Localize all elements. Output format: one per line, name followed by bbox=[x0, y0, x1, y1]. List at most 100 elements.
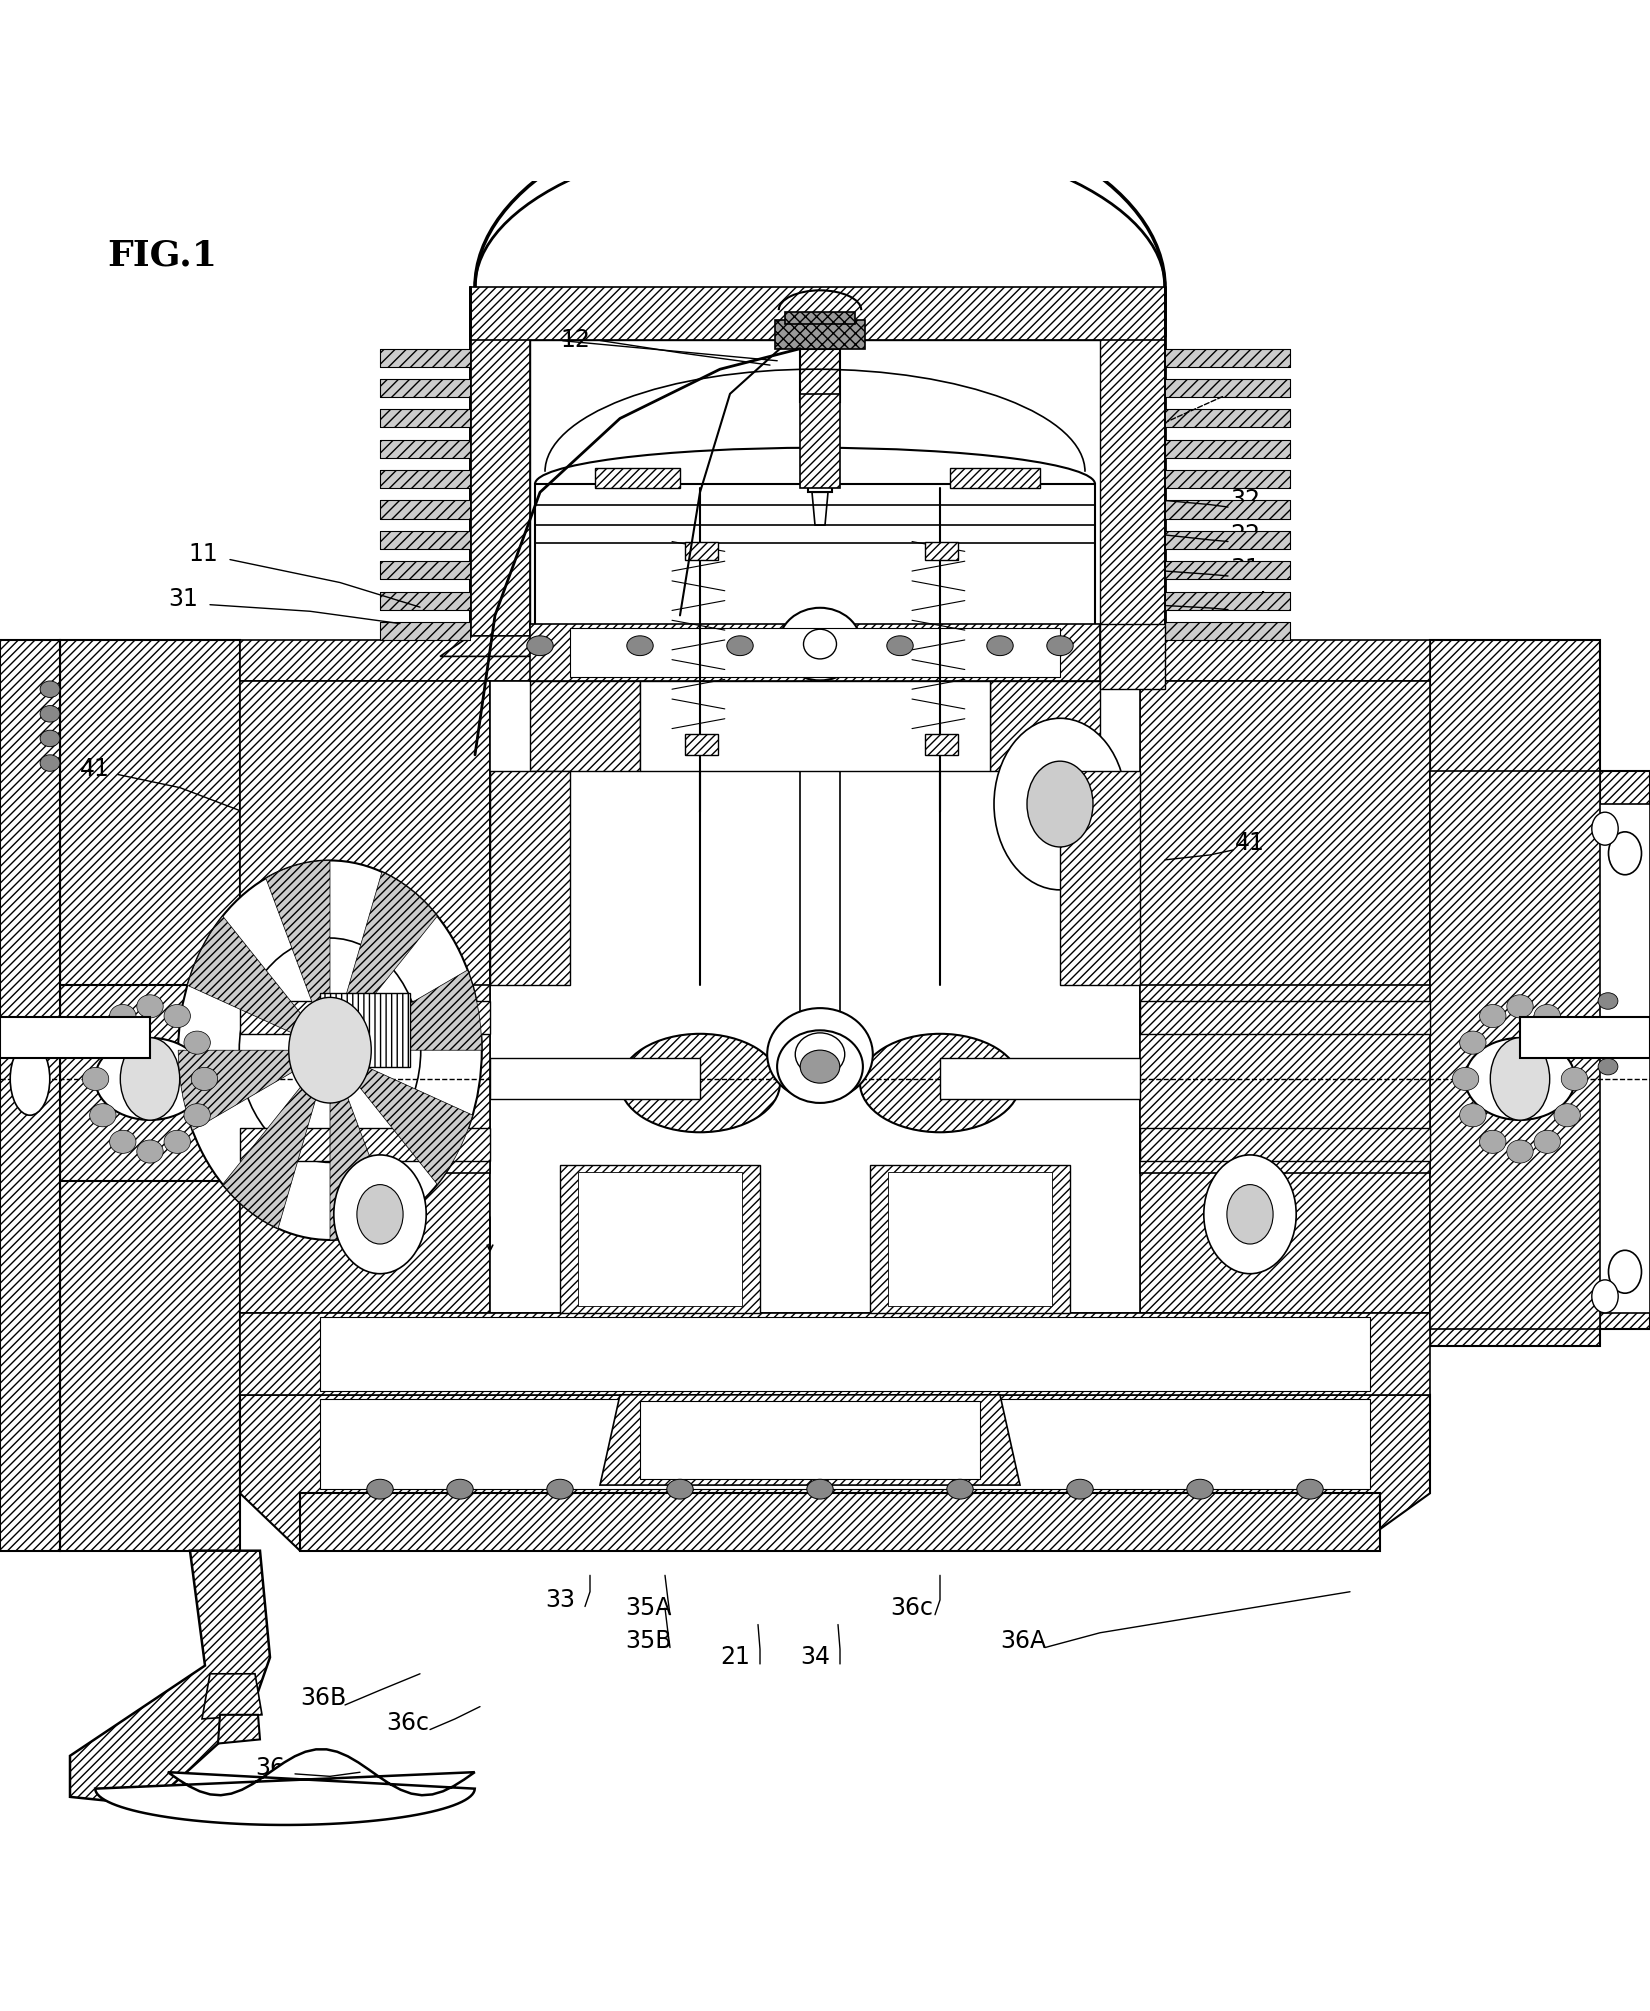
Ellipse shape bbox=[109, 1130, 135, 1154]
Ellipse shape bbox=[807, 1480, 833, 1498]
Polygon shape bbox=[380, 348, 470, 366]
Ellipse shape bbox=[1534, 1130, 1561, 1154]
Polygon shape bbox=[685, 541, 718, 559]
Polygon shape bbox=[640, 682, 990, 772]
Ellipse shape bbox=[1228, 1184, 1274, 1245]
Polygon shape bbox=[330, 1050, 472, 1184]
Polygon shape bbox=[239, 1396, 1431, 1550]
Polygon shape bbox=[530, 340, 1101, 648]
Polygon shape bbox=[601, 1396, 1020, 1484]
Polygon shape bbox=[1165, 410, 1290, 428]
Polygon shape bbox=[1581, 804, 1650, 1313]
Ellipse shape bbox=[82, 1068, 109, 1090]
Polygon shape bbox=[640, 1402, 980, 1478]
Polygon shape bbox=[785, 312, 855, 324]
Ellipse shape bbox=[356, 1184, 403, 1245]
Polygon shape bbox=[490, 1058, 700, 1100]
Ellipse shape bbox=[178, 861, 482, 1241]
Polygon shape bbox=[800, 394, 840, 489]
Polygon shape bbox=[380, 410, 470, 428]
Ellipse shape bbox=[96, 1038, 205, 1120]
Ellipse shape bbox=[1068, 1480, 1094, 1498]
Ellipse shape bbox=[526, 635, 553, 656]
Ellipse shape bbox=[1452, 1068, 1478, 1090]
Polygon shape bbox=[888, 1172, 1053, 1307]
Polygon shape bbox=[490, 682, 1140, 1313]
Polygon shape bbox=[926, 734, 959, 754]
Ellipse shape bbox=[987, 635, 1013, 656]
Ellipse shape bbox=[40, 730, 59, 746]
Text: 22: 22 bbox=[1229, 523, 1261, 547]
Ellipse shape bbox=[89, 1104, 116, 1126]
Polygon shape bbox=[685, 734, 718, 754]
Polygon shape bbox=[870, 1164, 1069, 1313]
Polygon shape bbox=[800, 639, 840, 1050]
Polygon shape bbox=[239, 682, 490, 1313]
Ellipse shape bbox=[779, 607, 861, 680]
Ellipse shape bbox=[620, 1034, 780, 1132]
Ellipse shape bbox=[1506, 995, 1533, 1018]
Text: 36c: 36c bbox=[386, 1711, 429, 1735]
Polygon shape bbox=[1165, 471, 1290, 489]
Polygon shape bbox=[1165, 591, 1290, 609]
Polygon shape bbox=[1165, 501, 1290, 519]
Ellipse shape bbox=[40, 682, 59, 698]
Polygon shape bbox=[218, 1715, 261, 1744]
Text: 32: 32 bbox=[1229, 489, 1261, 513]
Polygon shape bbox=[1431, 772, 1600, 1329]
Polygon shape bbox=[266, 861, 330, 1050]
Polygon shape bbox=[0, 639, 59, 1550]
Polygon shape bbox=[380, 471, 470, 489]
Ellipse shape bbox=[1297, 1480, 1323, 1498]
Polygon shape bbox=[380, 501, 470, 519]
Polygon shape bbox=[320, 1317, 1370, 1392]
Ellipse shape bbox=[89, 1032, 116, 1054]
Ellipse shape bbox=[120, 1038, 180, 1120]
Text: 34: 34 bbox=[800, 1645, 830, 1669]
Polygon shape bbox=[380, 531, 470, 549]
Ellipse shape bbox=[1599, 1058, 1619, 1074]
Polygon shape bbox=[1140, 1128, 1431, 1160]
Polygon shape bbox=[1165, 621, 1290, 639]
Polygon shape bbox=[470, 288, 1165, 340]
Text: 31b: 31b bbox=[1229, 591, 1275, 615]
Polygon shape bbox=[1140, 985, 1431, 1172]
Text: 31a: 31a bbox=[1229, 557, 1274, 581]
Polygon shape bbox=[530, 623, 1101, 682]
Ellipse shape bbox=[1480, 1006, 1506, 1028]
Polygon shape bbox=[223, 1050, 330, 1229]
Ellipse shape bbox=[366, 1480, 393, 1498]
Polygon shape bbox=[1165, 348, 1290, 366]
Text: 35A: 35A bbox=[625, 1597, 672, 1621]
Ellipse shape bbox=[1599, 1026, 1619, 1042]
Polygon shape bbox=[1431, 639, 1600, 1345]
Ellipse shape bbox=[40, 706, 59, 722]
Ellipse shape bbox=[1554, 1104, 1581, 1126]
Ellipse shape bbox=[795, 1034, 845, 1076]
Polygon shape bbox=[1520, 1018, 1650, 1058]
Polygon shape bbox=[380, 591, 470, 609]
Polygon shape bbox=[800, 348, 840, 402]
Text: 12: 12 bbox=[559, 328, 591, 352]
Polygon shape bbox=[330, 873, 437, 1050]
Ellipse shape bbox=[40, 754, 59, 772]
Ellipse shape bbox=[1046, 635, 1072, 656]
Polygon shape bbox=[96, 1750, 475, 1824]
Polygon shape bbox=[812, 493, 828, 525]
Text: 11: 11 bbox=[188, 541, 218, 565]
Ellipse shape bbox=[886, 635, 912, 656]
Polygon shape bbox=[1600, 772, 1650, 1329]
Polygon shape bbox=[330, 1050, 394, 1241]
Ellipse shape bbox=[1599, 993, 1619, 1010]
Ellipse shape bbox=[777, 1030, 863, 1102]
Ellipse shape bbox=[1460, 1104, 1487, 1126]
Polygon shape bbox=[808, 402, 832, 493]
Ellipse shape bbox=[1554, 1032, 1581, 1054]
Ellipse shape bbox=[1561, 1068, 1587, 1090]
Polygon shape bbox=[239, 1313, 1431, 1396]
Ellipse shape bbox=[137, 995, 163, 1018]
Polygon shape bbox=[530, 682, 640, 772]
Ellipse shape bbox=[1609, 833, 1642, 875]
Polygon shape bbox=[1165, 378, 1290, 396]
Polygon shape bbox=[69, 1550, 271, 1806]
